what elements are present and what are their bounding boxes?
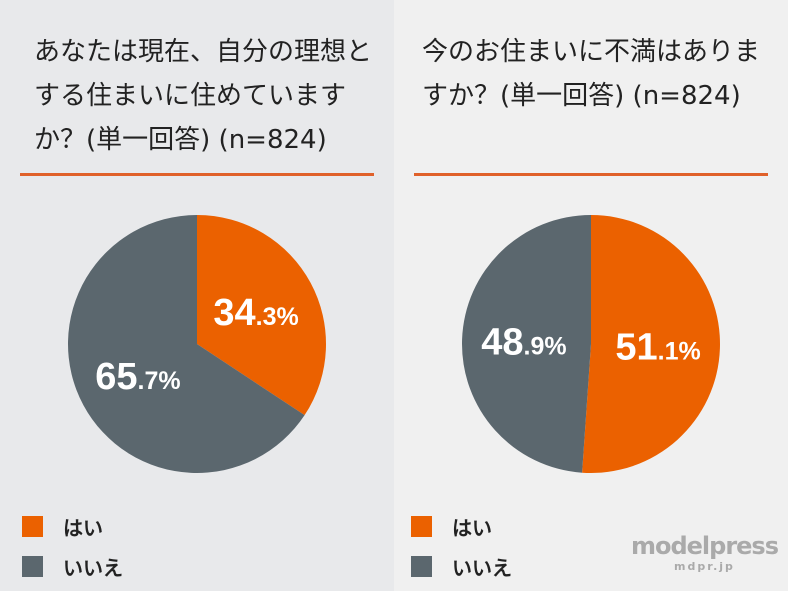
legend-label: いいえ: [452, 555, 512, 580]
legend-swatch-no: [22, 555, 43, 577]
pie-slice-no: [461, 215, 591, 473]
pie-slice-yes: [197, 215, 327, 416]
legend-label: はい: [452, 515, 492, 540]
divider: [414, 173, 768, 176]
legend-item-no: いいえ: [22, 546, 123, 586]
legend-swatch-yes: [411, 515, 432, 537]
chart-panel-dissatisfaction: 今のお住まいに不満はありますか？(単一回答) (n=824) 51.1% 48.9…: [394, 0, 788, 591]
legend-label: いいえ: [63, 555, 123, 580]
pie-slice-no: [68, 215, 305, 473]
legend-item-yes: はい: [411, 506, 512, 546]
legend-swatch-yes: [22, 515, 43, 537]
legend-item-no: いいえ: [411, 546, 512, 586]
legend-swatch-no: [411, 555, 432, 577]
pie-chart: 34.3% 65.7%: [68, 215, 327, 473]
data-label: 51.1%: [615, 326, 700, 368]
legend: はい いいえ: [411, 506, 512, 586]
chart-title: あなたは現在、自分の理想とする住まいに住めていますか？(単一回答) (n=824…: [34, 37, 373, 155]
chart-title: 今のお住まいに不満はありますか？(単一回答) (n=824): [422, 37, 761, 111]
pie-slice-yes: [582, 215, 720, 473]
data-label: 65.7%: [95, 356, 180, 398]
legend-label: はい: [63, 515, 103, 540]
legend-item-yes: はい: [22, 506, 123, 546]
watermark-logo: modelpress mdpr.jp: [630, 532, 779, 573]
legend: はい いいえ: [22, 506, 123, 586]
chart-panel-ideal-home: あなたは現在、自分の理想とする住まいに住めていますか？(単一回答) (n=824…: [0, 0, 394, 591]
divider: [20, 173, 374, 176]
data-label: 34.3%: [213, 292, 298, 334]
pie-chart: 51.1% 48.9%: [461, 215, 720, 473]
data-label: 48.9%: [481, 322, 566, 364]
